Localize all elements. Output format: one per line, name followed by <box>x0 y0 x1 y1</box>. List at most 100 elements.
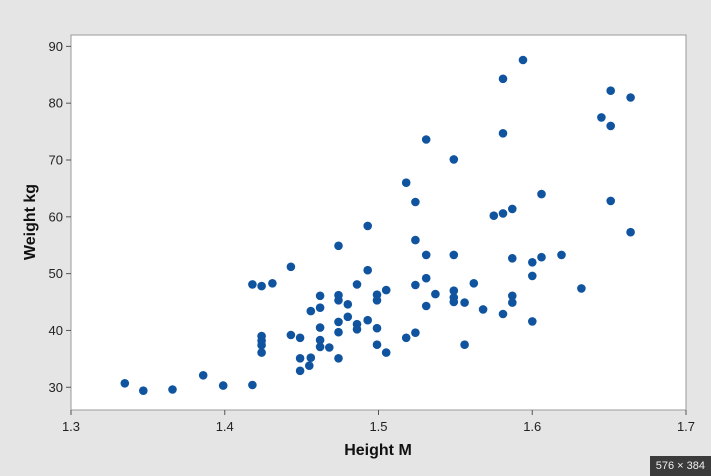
y-tick-label: 60 <box>49 209 63 224</box>
data-point <box>508 298 517 307</box>
data-point <box>401 178 411 187</box>
data-point <box>268 279 277 288</box>
data-point <box>334 354 343 363</box>
data-point <box>372 296 382 305</box>
data-point <box>343 300 353 309</box>
data-point <box>218 381 228 390</box>
data-point <box>498 129 508 138</box>
data-point <box>421 135 431 144</box>
data-point <box>334 241 343 251</box>
data-point <box>363 221 373 231</box>
data-point <box>248 380 257 390</box>
data-point <box>460 298 469 307</box>
data-point <box>449 297 459 307</box>
data-point <box>431 289 440 299</box>
data-point <box>198 371 208 380</box>
data-point <box>508 204 517 214</box>
data-point <box>421 301 431 311</box>
data-point <box>295 366 305 376</box>
data-point <box>305 361 314 371</box>
x-tick-label: 1.7 <box>677 419 695 434</box>
data-point <box>248 280 257 289</box>
data-point <box>626 227 635 237</box>
data-point <box>401 333 411 343</box>
data-point <box>577 284 586 293</box>
data-point <box>257 281 266 291</box>
data-point <box>315 323 325 332</box>
data-point <box>508 291 517 301</box>
data-point <box>325 343 334 352</box>
data-point <box>286 330 296 340</box>
data-point <box>372 340 382 350</box>
x-axis: 1.3 1.4 1.5 1.6 1.7 <box>62 410 695 434</box>
data-point <box>411 328 420 338</box>
data-points <box>120 55 635 396</box>
data-point <box>606 86 615 95</box>
y-tick-label: 40 <box>49 323 63 338</box>
data-point <box>528 317 537 326</box>
data-point <box>498 209 508 218</box>
data-point <box>626 93 635 102</box>
data-point <box>449 155 459 164</box>
data-point <box>411 280 420 290</box>
data-point <box>168 385 177 394</box>
data-point <box>537 252 546 262</box>
data-point <box>334 290 343 300</box>
x-tick-label: 1.4 <box>216 419 234 434</box>
y-tick-label: 80 <box>49 96 63 111</box>
data-point <box>139 386 148 396</box>
data-point <box>257 348 266 357</box>
data-point <box>363 315 373 325</box>
data-point <box>372 323 382 333</box>
x-tick-label: 1.5 <box>369 419 387 434</box>
image-size-badge: 576 × 384 <box>649 456 711 476</box>
data-point <box>295 333 305 343</box>
data-point <box>421 273 431 283</box>
data-point <box>597 113 606 122</box>
data-point <box>449 286 459 296</box>
y-tick-label: 70 <box>49 153 63 168</box>
data-point <box>315 335 325 345</box>
data-point <box>306 306 316 316</box>
data-point <box>334 327 343 337</box>
data-point <box>334 317 343 327</box>
data-point <box>518 55 528 65</box>
data-point <box>306 353 316 363</box>
data-point <box>478 305 488 314</box>
data-point <box>315 303 325 313</box>
data-point <box>489 211 499 220</box>
data-point <box>528 271 537 281</box>
data-point <box>411 235 420 245</box>
data-point <box>257 340 266 350</box>
data-point <box>352 325 362 334</box>
x-tick-label: 1.3 <box>62 419 80 434</box>
data-point <box>352 280 362 289</box>
data-point <box>498 309 508 319</box>
data-point <box>460 340 469 350</box>
y-tick-label: 30 <box>49 380 63 395</box>
y-tick-label: 90 <box>49 39 63 54</box>
data-point <box>363 265 373 275</box>
data-point <box>411 197 420 207</box>
data-point <box>295 354 305 363</box>
data-point <box>557 250 566 260</box>
x-axis-title: Height M <box>344 442 412 459</box>
data-point <box>606 121 615 131</box>
data-point <box>469 279 479 288</box>
data-point <box>508 253 517 263</box>
data-point <box>449 250 459 260</box>
data-point <box>498 74 508 84</box>
x-tick-label: 1.6 <box>523 419 541 434</box>
data-point <box>315 342 325 352</box>
data-point <box>528 258 537 267</box>
data-point <box>343 312 353 322</box>
plot-area <box>70 34 687 411</box>
data-point <box>381 348 391 357</box>
data-point <box>315 291 325 301</box>
data-point <box>421 250 431 260</box>
data-point <box>537 189 546 199</box>
y-axis: 30 40 50 60 70 80 90 <box>49 39 71 395</box>
y-tick-label: 50 <box>49 266 63 281</box>
